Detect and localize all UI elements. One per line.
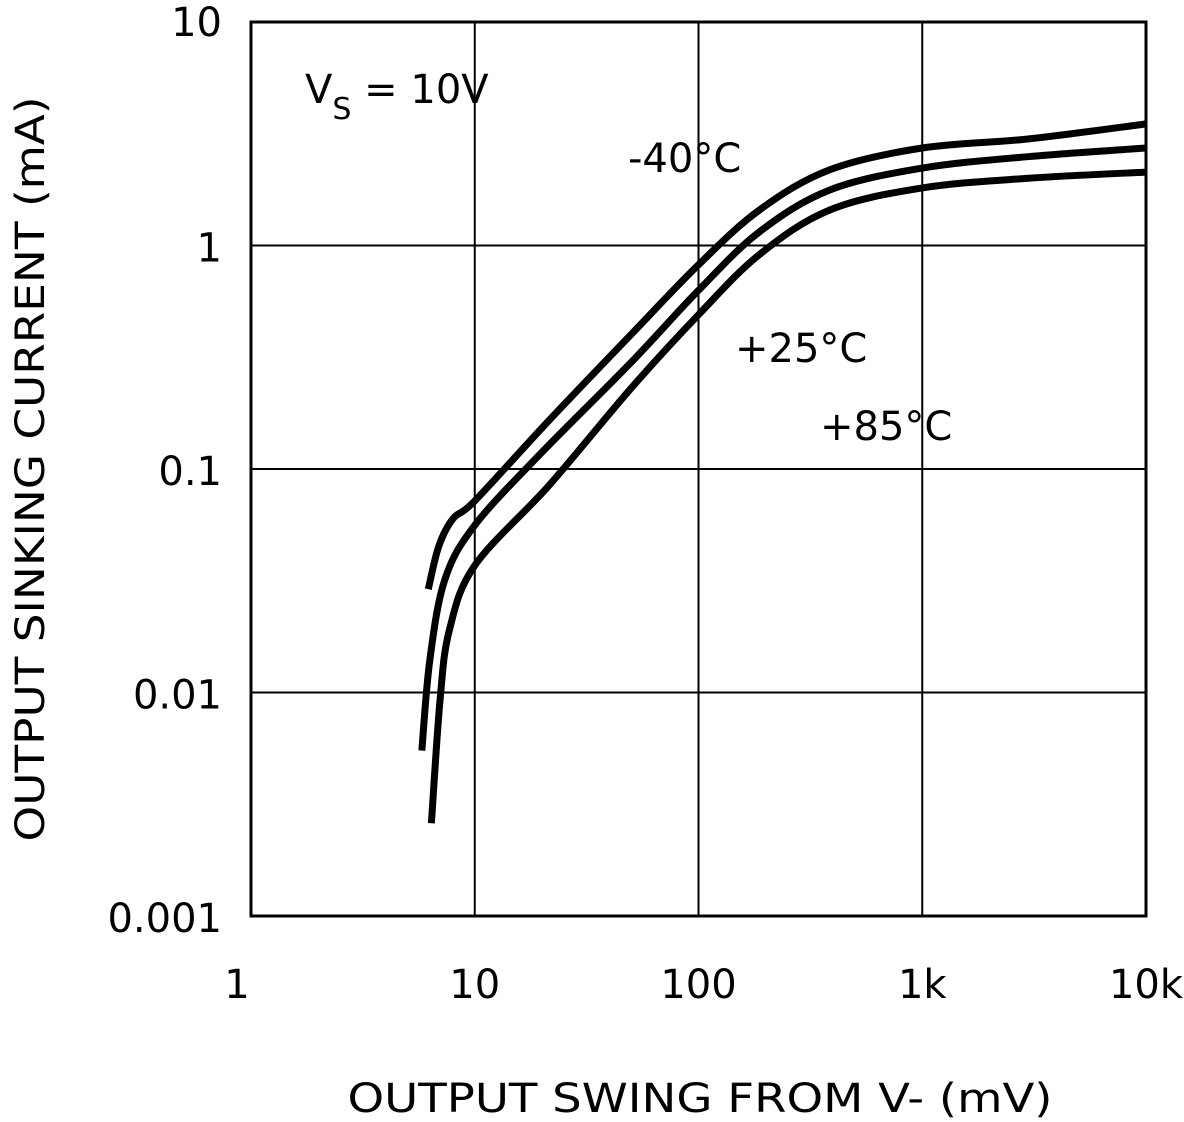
x-tick-label: 1 bbox=[224, 962, 249, 1008]
y-tick-label: 0.001 bbox=[107, 896, 222, 942]
series-label-plus25: +25°C bbox=[735, 326, 867, 372]
x-tick-label: 1k bbox=[898, 962, 947, 1008]
series-label-minus40: -40°C bbox=[628, 136, 741, 182]
x-tick-label: 10 bbox=[449, 962, 500, 1008]
y-axis-label: OUTPUT SINKING CURRENT (mA) bbox=[8, 97, 54, 842]
series-label-plus85: +85°C bbox=[820, 404, 952, 450]
series-line-1 bbox=[418, 144, 1147, 751]
y-tick-label: 1 bbox=[197, 226, 222, 272]
vs-annotation: VS = 10V bbox=[305, 67, 489, 127]
vs-rest: = 10V bbox=[351, 67, 489, 113]
x-axis-label: OUTPUT SWING FROM V- (mV) bbox=[348, 1076, 1053, 1122]
x-tick-labels: 1 10 100 1k 10k bbox=[224, 962, 1184, 1008]
y-tick-labels: 0.001 0.01 0.1 1 10 bbox=[107, 0, 222, 942]
y-tick-label: 10 bbox=[171, 0, 222, 46]
x-tick-label: 10k bbox=[1109, 962, 1184, 1008]
series-line-2 bbox=[427, 168, 1147, 824]
x-tick-label: 100 bbox=[660, 962, 736, 1008]
plot-frame bbox=[249, 20, 1148, 918]
y-tick-label: 0.01 bbox=[133, 673, 222, 719]
y-tick-label: 0.1 bbox=[158, 449, 222, 495]
series-line-0 bbox=[424, 120, 1147, 590]
curves bbox=[418, 120, 1147, 824]
vs-sub: S bbox=[332, 92, 351, 127]
vs-main: V bbox=[305, 67, 333, 113]
